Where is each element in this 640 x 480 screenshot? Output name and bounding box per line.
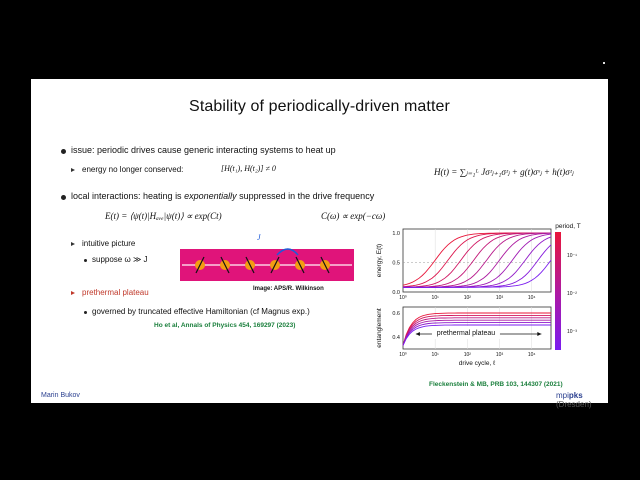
colorbar-tick-label: 10⁻³ xyxy=(567,329,577,335)
reference-fleckenstein: Fleckenstein & MB, PRB 103, 144307 (2021… xyxy=(429,381,563,388)
energy-tick-label: 1.0 xyxy=(392,231,400,237)
small-bullet xyxy=(84,259,87,262)
energy-x-tick-label: 10¹ xyxy=(432,295,440,301)
commutator-math: [H(t₁), H(t₂)] ≠ 0 xyxy=(221,164,276,173)
background-dot xyxy=(603,62,605,64)
energy-tick-label: 0.0 xyxy=(392,290,400,296)
bullet-dot xyxy=(61,149,66,154)
energy-curve xyxy=(402,232,551,288)
energy-x-tick-label: 10⁰ xyxy=(399,295,407,301)
entanglement-curve xyxy=(402,312,551,346)
colorbar-tick-label: 10⁻¹ xyxy=(567,253,577,259)
author-name: Marin Bukov xyxy=(41,392,80,399)
energy-curve xyxy=(403,232,551,288)
plateau-arrowhead-right xyxy=(537,332,542,336)
energy-axis-label: energy, E(t) xyxy=(376,244,383,277)
x-axis-label: drive cycle, ℓ xyxy=(459,360,496,367)
entanglement-curve xyxy=(402,322,551,346)
bullet-dot xyxy=(61,195,66,200)
coupling-label: J xyxy=(257,233,261,242)
energy-equation: E(t) = ⟨ψ(t)|Hₐᵥₑ|ψ(t)⟩ ∝ exp(Ct) xyxy=(105,211,222,221)
entanglement-curve xyxy=(402,324,551,346)
spin-chain-image xyxy=(180,248,354,281)
bullet-local-interactions: local interactions: heating is exponenti… xyxy=(71,191,375,201)
entanglement-axis-label: entanglement xyxy=(376,308,383,348)
sub-energy-text: energy no longer conserved: xyxy=(82,165,184,174)
entanglement-curve xyxy=(402,317,551,346)
plateau-label-bg xyxy=(431,326,500,339)
energy-x-tick-label: 10⁴ xyxy=(528,295,536,301)
bullet-issue: issue: periodic drives cause generic int… xyxy=(71,145,336,155)
institute-logo: mpipks (Dresden) xyxy=(556,391,592,409)
x-tick-label: 10⁰ xyxy=(399,352,407,358)
energy-curve xyxy=(403,236,552,288)
energy-x-tick-label: 10³ xyxy=(496,295,504,301)
energy-curve xyxy=(402,232,551,286)
sub-intuitive: intuitive picture xyxy=(82,239,136,248)
energy-tick-label: 0.5 xyxy=(392,261,400,267)
sub-suppose: suppose ω ≫ J xyxy=(92,255,148,264)
entanglement-tick-label: 0.4 xyxy=(392,335,400,341)
entanglement-curve xyxy=(402,319,551,346)
energy-curve xyxy=(403,232,551,288)
small-bullet xyxy=(84,311,87,314)
x-tick-label: 10¹ xyxy=(432,352,440,358)
energy-curve xyxy=(402,232,551,288)
sub-governed: governed by truncated effective Hamilton… xyxy=(92,307,310,316)
slide: Stability of periodically-driven matter … xyxy=(31,79,608,409)
colorbar-label: period, T xyxy=(555,223,581,230)
energy-curve xyxy=(403,244,552,288)
sub-bullet-arrow xyxy=(71,168,75,172)
colorbar xyxy=(555,232,561,350)
x-tick-label: 10⁴ xyxy=(528,352,536,358)
x-tick-label: 10² xyxy=(464,352,472,358)
energy-x-tick-label: 10² xyxy=(464,295,472,301)
hamiltonian-equation: H(t) = ∑ⱼ₌₁ᴸ Jσᶻⱼ₊₁σᶻⱼ + g(t)σˣⱼ + h(t)σ… xyxy=(434,167,574,177)
entanglement-curve xyxy=(402,314,551,346)
colorbar-tick-label: 10⁻² xyxy=(567,291,577,297)
reference-ho: Ho et al, Annals of Physics 454, 169297 … xyxy=(154,322,296,329)
x-tick-label: 10³ xyxy=(496,352,504,358)
image-credit: Image: APS/R. Wilkinson xyxy=(253,286,324,292)
heating-rate-equation: C(ω) ∝ exp(−cω) xyxy=(321,211,386,221)
sub-bullet-arrow xyxy=(71,242,75,246)
plateau-label: prethermal plateau xyxy=(437,330,495,337)
plateau-arrowhead-left xyxy=(415,332,420,336)
chart-figure: 1.0 0.5 0.0 0.6 0.4 10⁰ 10⁰ 10¹ 10¹ 10² 10² 10³ 10³ 1… xyxy=(376,223,581,367)
entanglement-tick-label: 0.6 xyxy=(392,311,400,317)
sub-bullet-arrow xyxy=(71,291,75,295)
slide-title: Stability of periodically-driven matter xyxy=(189,98,450,115)
energy-curve xyxy=(403,259,552,288)
entanglement-panel-frame xyxy=(402,306,552,350)
sub-prethermal: prethermal plateau xyxy=(82,288,149,297)
